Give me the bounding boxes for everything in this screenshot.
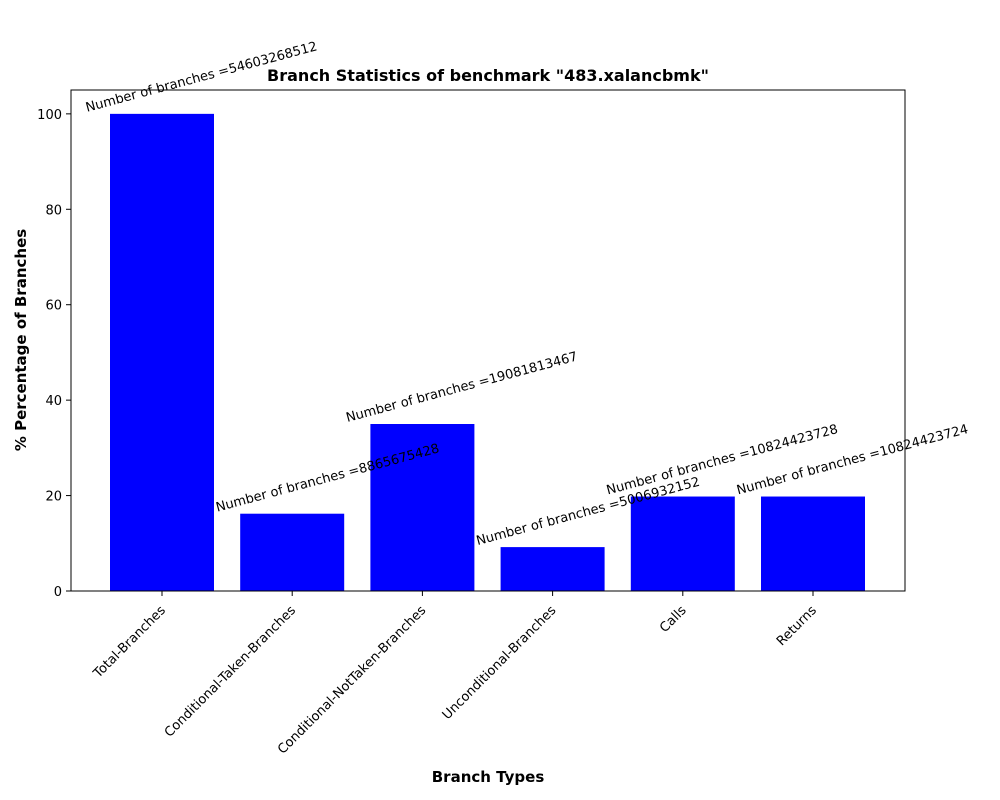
bar <box>630 496 735 591</box>
y-tick-label: 60 <box>45 299 62 314</box>
y-axis-label: % Percentage of Branches <box>12 229 30 451</box>
y-axis: 0 20 40 60 80 100 <box>37 108 71 600</box>
bar <box>110 113 214 591</box>
x-tick-label: Conditional-Taken-Branches <box>162 603 299 740</box>
y-tick-label: 40 <box>45 394 62 409</box>
x-tick-label: Total-Branches <box>90 603 169 682</box>
x-tick-label: Conditional-NotTaken-Branches <box>275 603 429 757</box>
y-tick-label: 100 <box>37 108 62 123</box>
bar-annotation: Number of branches =10824423728 <box>605 422 840 498</box>
x-tick-label: Returns <box>774 603 820 649</box>
x-axis: Total-BranchesConditional-Taken-Branches… <box>90 591 820 757</box>
bars-layer <box>110 113 865 591</box>
x-axis-label: Branch Types <box>432 768 545 786</box>
chart-title: Branch Statistics of benchmark "483.xala… <box>267 66 709 85</box>
y-tick-label: 80 <box>45 203 62 218</box>
plot-area-frame <box>70 89 906 592</box>
bar <box>370 424 475 591</box>
bar <box>240 513 345 591</box>
y-tick-label: 0 <box>54 585 62 600</box>
bar-annotation: Number of branches =19081813467 <box>345 350 580 426</box>
bar <box>500 547 605 591</box>
x-tick-label: Unconditional-Branches <box>440 603 560 723</box>
bar-annotation: Number of branches =10824423724 <box>735 422 970 498</box>
bar <box>761 496 865 591</box>
y-tick-label: 20 <box>45 490 62 505</box>
x-tick-label: Calls <box>657 603 690 636</box>
